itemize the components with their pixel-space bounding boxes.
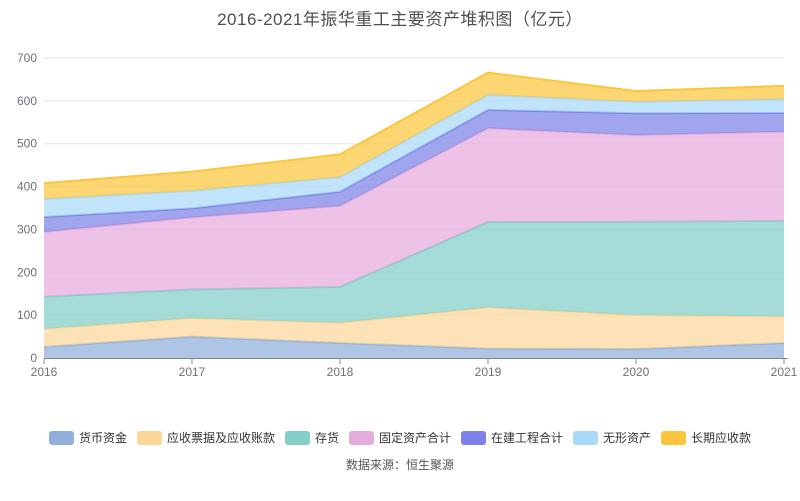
y-axis-tick-label: 100 bbox=[17, 308, 37, 322]
y-axis-tick-label: 200 bbox=[17, 265, 37, 279]
legend-item-fixed-assets-total[interactable]: 固定资产合计 bbox=[348, 431, 451, 445]
legend-item-long-term-receivables[interactable]: 长期应收款 bbox=[661, 431, 751, 445]
x-axis-tick-label: 2020 bbox=[623, 365, 650, 379]
legend-item-monetary-funds[interactable]: 货币资金 bbox=[48, 431, 127, 445]
legend: 货币资金 应收票据及应收账款 存货 固定资产合计 在建工程合计 无形资产 长期应收款 bbox=[0, 431, 800, 445]
legend-swatch-icon bbox=[348, 431, 374, 445]
legend-item-label: 长期应收款 bbox=[691, 431, 752, 445]
series-line-long-term-receivables bbox=[43, 71, 785, 185]
area-construction-in-progress-total bbox=[44, 109, 784, 232]
legend-swatch-icon bbox=[284, 431, 310, 445]
x-axis-tick-label: 2016 bbox=[31, 365, 58, 379]
legend-swatch-icon bbox=[136, 431, 162, 445]
y-axis-tick-label: 300 bbox=[17, 222, 37, 236]
area-fixed-assets-total bbox=[44, 128, 784, 297]
legend-item-label: 无形资产 bbox=[603, 431, 652, 445]
y-axis-tick-label: 400 bbox=[17, 180, 37, 194]
x-axis-tick-label: 2019 bbox=[475, 365, 502, 379]
y-axis-tick-label: 500 bbox=[17, 137, 37, 151]
area-inventory bbox=[44, 220, 784, 329]
legend-item-label: 固定资产合计 bbox=[378, 431, 451, 445]
legend-item-construction-in-progress-total[interactable]: 在建工程合计 bbox=[461, 431, 563, 445]
area-intangible-assets bbox=[44, 94, 784, 217]
area-notes-and-accounts-receivable bbox=[44, 307, 784, 349]
stacked-area-chart: 0 100 200 300 400 500 600 700 2016 2017 2018 2019 20… bbox=[17, 51, 798, 379]
legend-item-inventory[interactable]: 存货 bbox=[284, 431, 339, 445]
x-axis-tick-label: 2018 bbox=[327, 365, 354, 379]
legend-item-intangible-assets[interactable]: 无形资产 bbox=[573, 431, 651, 445]
legend-swatch-icon bbox=[573, 431, 599, 445]
y-axis-tick-label: 700 bbox=[17, 51, 37, 65]
legend-item-label: 在建工程合计 bbox=[491, 431, 564, 445]
x-axis-tick-label: 2017 bbox=[179, 365, 206, 379]
data-source-caption: 数据来源：恒生聚源 bbox=[345, 458, 454, 472]
legend-item-notes-and-accounts-receivable[interactable]: 应收票据及应收账款 bbox=[136, 431, 275, 445]
chart-title: 2016-2021年振华重工主要资产堆积图（亿元） bbox=[217, 10, 583, 29]
legend-item-label: 应收票据及应收账款 bbox=[166, 431, 275, 445]
legend-swatch-icon bbox=[661, 431, 687, 445]
y-axis-tick-label: 0 bbox=[30, 351, 37, 365]
legend-swatch-icon bbox=[48, 431, 74, 445]
y-axis-tick-label: 600 bbox=[17, 94, 37, 108]
x-axis-tick-label: 2021 bbox=[771, 365, 798, 379]
area-monetary-funds bbox=[44, 336, 784, 358]
legend-item-label: 存货 bbox=[314, 431, 339, 445]
legend-swatch-icon bbox=[461, 431, 486, 445]
legend-item-label: 货币资金 bbox=[78, 431, 127, 445]
